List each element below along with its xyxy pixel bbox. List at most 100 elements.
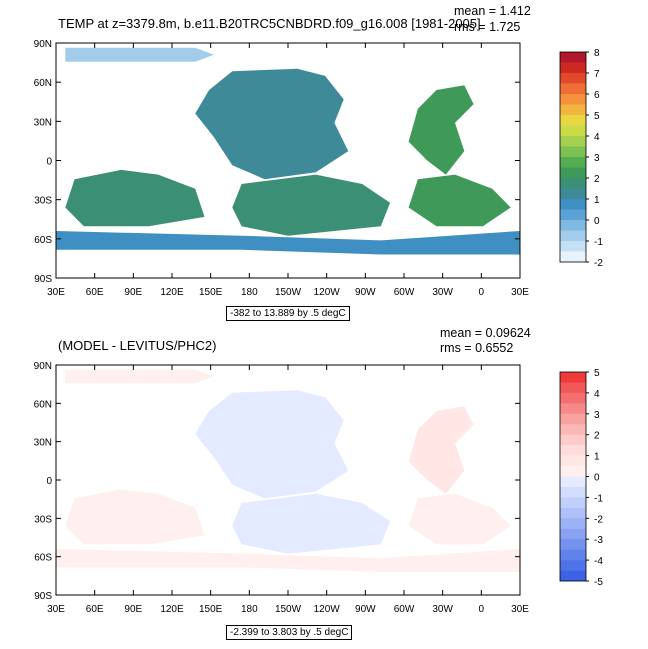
ocean-region-southern-ocean <box>56 549 520 572</box>
panel-title: (MODEL - LEVITUS/PHC2) <box>58 338 217 353</box>
colorbar-box <box>560 455 586 467</box>
colorbar-box <box>560 507 586 519</box>
colorbar-box <box>560 392 586 404</box>
colorbar-box <box>560 466 586 477</box>
x-tick-label: 60W <box>394 604 415 615</box>
x-tick-label: 120E <box>160 287 184 298</box>
colorbar-box <box>560 445 586 456</box>
colorbar-box <box>560 104 586 116</box>
colorbar-label: 8 <box>594 48 600 59</box>
x-tick-label: 90W <box>355 287 376 298</box>
ocean-region-north-pacific <box>195 390 349 499</box>
panel-title: TEMP at z=3379.8m, b.e11.B20TRC5CNBDRD.f… <box>58 16 481 31</box>
y-tick-label: 0 <box>46 476 52 487</box>
x-tick-label: 30E <box>511 287 529 298</box>
y-tick-label: 0 <box>46 157 52 168</box>
x-tick-label: 90E <box>124 604 142 615</box>
x-tick-label: 30W <box>432 287 453 298</box>
colorbar-box <box>560 251 586 263</box>
y-tick-label: 30N <box>34 438 52 449</box>
colorbar-box <box>560 230 586 242</box>
colorbar-box <box>560 220 586 231</box>
ocean-region-arctic <box>65 47 214 62</box>
colorbar-box <box>560 136 586 147</box>
colorbar-label: 7 <box>594 69 600 80</box>
x-tick-label: 30W <box>432 604 453 615</box>
difference-map: 30E 60E 90E 120E 150E 180 150W 120W 90W 60W 30W 0 30… <box>34 361 604 615</box>
y-tick-label: 90N <box>34 39 52 50</box>
ocean-region-north-atlantic <box>408 406 474 494</box>
y-tick-label: 90S <box>34 591 52 602</box>
colorbar-label: 1 <box>594 195 600 206</box>
colorbar-label: -1 <box>594 237 603 248</box>
x-tick-label: 0 <box>479 604 485 615</box>
colorbar-label: 0 <box>594 473 600 484</box>
x-tick-label: 180 <box>241 604 258 615</box>
colorbar-label: 3 <box>594 153 600 164</box>
colorbar-box <box>560 241 586 252</box>
ocean-region-indian-ocean <box>65 169 205 227</box>
colorbar-label: -3 <box>594 535 603 546</box>
colorbar-box <box>560 157 586 168</box>
x-tick-label: 30E <box>47 604 65 615</box>
mean-value: mean = 0.09624 <box>440 326 531 340</box>
ocean-region-south-pacific <box>232 174 391 236</box>
x-tick-label: 90E <box>124 287 142 298</box>
colorbar-box <box>560 125 586 137</box>
colorbar-label: -4 <box>594 556 603 567</box>
colorbar-box <box>560 549 586 561</box>
colorbar-box <box>560 518 586 530</box>
colorbar-label: 0 <box>594 216 600 227</box>
colorbar-box <box>560 209 586 221</box>
temperature-panel: 30E 60E 90E 120E 150E 180 150W 120W 90W 60W 30W 0 30… <box>34 4 604 321</box>
colorbar-box <box>560 83 586 95</box>
y-tick-label: 60N <box>34 399 52 410</box>
colorbar-label: 1 <box>594 452 600 463</box>
y-tick-label: 90N <box>34 361 52 372</box>
colorbar-box <box>560 146 586 158</box>
difference-panel: 30E 60E 90E 120E 150E 180 150W 120W 90W 60W 30W 0 30… <box>0 325 648 649</box>
colorbar-label: 4 <box>594 389 600 400</box>
contour-info: -2.399 to 3.803 by .5 degC <box>226 625 353 640</box>
ocean-region-south-pacific <box>232 493 391 554</box>
colorbar-box <box>560 476 586 488</box>
colorbar-label: 6 <box>594 90 600 101</box>
colorbar-box <box>560 372 586 383</box>
colorbar-box <box>560 528 586 540</box>
ocean-region-south-atlantic <box>408 174 511 227</box>
colorbar-box <box>560 115 586 126</box>
colorbar-box <box>560 539 586 550</box>
colorbar-label: 4 <box>594 132 600 143</box>
colorbar-label: -1 <box>594 493 603 504</box>
y-tick-label: 60S <box>34 553 52 564</box>
y-tick-label: 60S <box>34 235 52 246</box>
colorbar-label: 2 <box>594 174 600 185</box>
colorbar-label: 3 <box>594 410 600 421</box>
colorbar-box <box>560 52 586 63</box>
colorbar-box <box>560 199 586 210</box>
ocean-region-arctic <box>65 369 214 384</box>
ocean-region-south-atlantic <box>408 493 511 545</box>
y-tick-label: 30S <box>34 196 52 207</box>
colorbar-box <box>560 167 586 179</box>
colorbar-box <box>560 73 586 84</box>
y-tick-label: 60N <box>34 78 52 89</box>
temperature-map: 30E 60E 90E 120E 150E 180 150W 120W 90W 60W 30W 0 30… <box>34 39 604 298</box>
x-tick-label: 150E <box>199 604 223 615</box>
colorbar-label: -2 <box>594 514 603 525</box>
colorbar-box <box>560 382 586 394</box>
colorbar-box <box>560 497 586 509</box>
colorbar-box <box>560 178 586 189</box>
colorbar-box <box>560 560 586 571</box>
ocean-region-indian-ocean <box>65 489 205 545</box>
x-tick-label: 120E <box>160 604 184 615</box>
x-tick-label: 150E <box>199 287 223 298</box>
x-tick-label: 0 <box>479 287 485 298</box>
x-tick-label: 150W <box>275 287 302 298</box>
colorbar-box <box>560 94 586 105</box>
y-tick-label: 30N <box>34 117 52 128</box>
colorbar-box <box>560 424 586 435</box>
colorbar-label: 5 <box>594 368 600 379</box>
y-tick-label: 90S <box>34 274 52 285</box>
ocean-region-north-atlantic <box>408 85 474 175</box>
